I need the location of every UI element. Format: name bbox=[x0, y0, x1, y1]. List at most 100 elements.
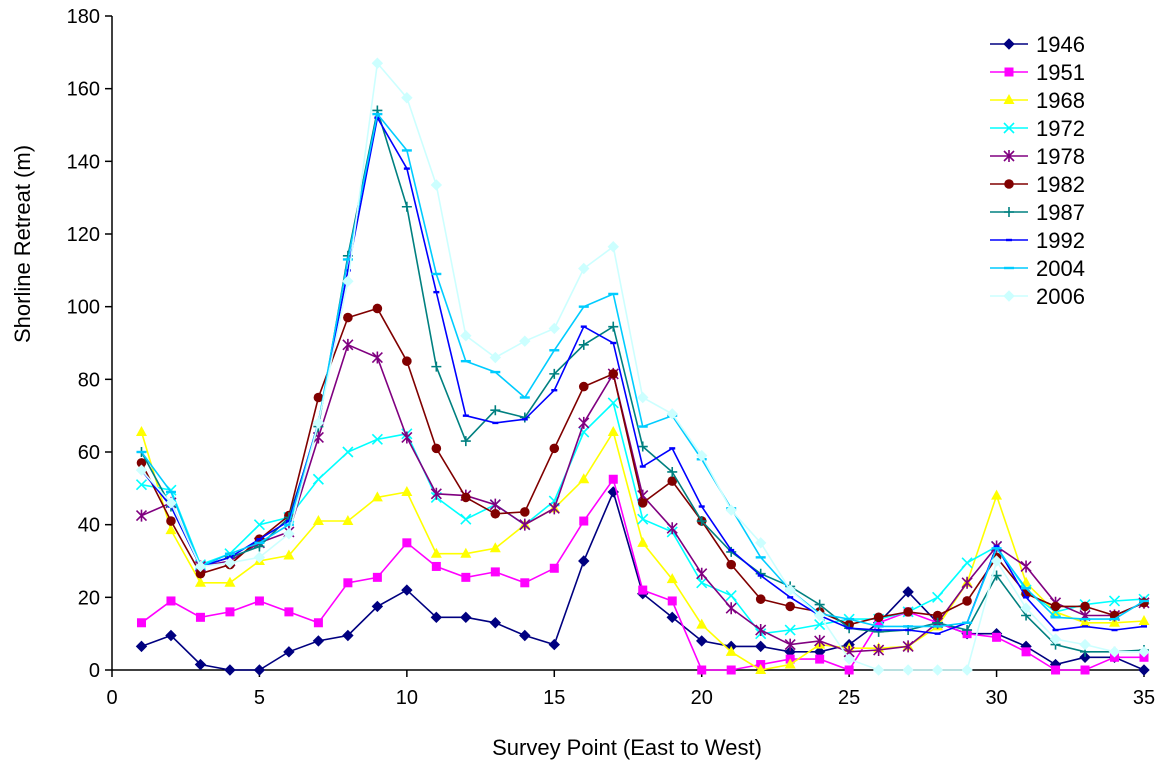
legend-item: 1982 bbox=[990, 172, 1085, 197]
data-point bbox=[637, 513, 649, 525]
data-point bbox=[519, 412, 530, 423]
data-point bbox=[342, 515, 354, 526]
data-point bbox=[1079, 616, 1091, 627]
data-point bbox=[1079, 638, 1091, 651]
data-point bbox=[1021, 647, 1031, 657]
data-point bbox=[490, 567, 500, 577]
data-point bbox=[1109, 616, 1121, 627]
data-point bbox=[224, 576, 236, 587]
y-tick-label: 20 bbox=[78, 587, 100, 609]
data-point bbox=[902, 586, 914, 598]
data-point bbox=[844, 665, 854, 675]
data-point bbox=[1020, 602, 1032, 614]
series-2006 bbox=[135, 57, 1150, 676]
data-point bbox=[902, 664, 914, 676]
data-point bbox=[548, 322, 560, 335]
data-point bbox=[1020, 560, 1032, 573]
data-point bbox=[697, 665, 707, 675]
data-point bbox=[195, 568, 206, 579]
data-point bbox=[873, 626, 884, 637]
data-point bbox=[283, 646, 295, 658]
data-point bbox=[283, 549, 295, 560]
data-point bbox=[637, 441, 648, 452]
data-point bbox=[135, 640, 148, 653]
data-point bbox=[401, 431, 413, 444]
data-point bbox=[194, 560, 207, 573]
data-point bbox=[961, 664, 973, 676]
legend-label: 2004 bbox=[1036, 256, 1085, 281]
data-point bbox=[194, 658, 207, 671]
data-point bbox=[725, 504, 737, 516]
data-point bbox=[401, 485, 413, 496]
x-tick-label: 10 bbox=[396, 687, 418, 709]
data-point bbox=[549, 563, 559, 573]
data-point bbox=[489, 351, 502, 364]
data-point bbox=[431, 561, 441, 571]
axes: 0 20 40 60 80 100 120 140 160 180 0 5 10 15 20 25 30 35 bbox=[67, 6, 1156, 709]
y-tick-label: 180 bbox=[67, 6, 100, 28]
data-point bbox=[460, 436, 471, 447]
data-point bbox=[696, 567, 708, 580]
data-point bbox=[284, 607, 294, 617]
legend-marker bbox=[1003, 122, 1015, 134]
data-point bbox=[342, 446, 354, 458]
x-tick-label: 0 bbox=[106, 687, 117, 709]
data-point bbox=[754, 537, 767, 549]
data-point bbox=[342, 629, 354, 642]
data-point bbox=[224, 664, 236, 676]
data-point bbox=[755, 568, 766, 579]
series-1968 bbox=[135, 426, 1150, 674]
y-tick-label: 80 bbox=[78, 369, 100, 391]
data-point bbox=[401, 201, 412, 212]
legend-item: 1978 bbox=[990, 144, 1085, 169]
data-point bbox=[283, 528, 295, 540]
data-point bbox=[253, 519, 265, 531]
data-point bbox=[607, 426, 619, 437]
y-tick-label: 40 bbox=[78, 515, 100, 537]
data-point bbox=[371, 600, 384, 613]
data-point bbox=[312, 635, 325, 647]
legend-label: 2006 bbox=[1036, 284, 1085, 309]
data-point bbox=[371, 433, 383, 445]
data-point bbox=[312, 515, 324, 526]
legend-item: 1951 bbox=[990, 60, 1085, 85]
data-point bbox=[225, 607, 235, 617]
data-point bbox=[1051, 665, 1061, 675]
data-point bbox=[312, 417, 325, 429]
data-point bbox=[962, 625, 973, 636]
data-point bbox=[430, 179, 443, 191]
legend-item: 1987 bbox=[990, 200, 1085, 225]
data-point bbox=[932, 610, 943, 621]
data-point bbox=[815, 654, 825, 664]
data-point bbox=[696, 516, 707, 527]
series-line-2006 bbox=[140, 61, 1144, 671]
data-point bbox=[666, 611, 678, 624]
data-point bbox=[343, 578, 353, 588]
legend-label: 1946 bbox=[1036, 32, 1085, 57]
legend-marker bbox=[1003, 150, 1015, 162]
data-point bbox=[549, 443, 560, 454]
data-point bbox=[667, 476, 678, 486]
data-point bbox=[814, 634, 826, 647]
data-point bbox=[667, 466, 678, 477]
data-point bbox=[519, 629, 531, 642]
data-point bbox=[489, 617, 502, 629]
legend-item: 2004 bbox=[990, 256, 1085, 281]
data-point bbox=[548, 638, 560, 651]
data-point bbox=[1138, 614, 1150, 625]
y-axis-title: Shorline Retreat (m) bbox=[10, 145, 35, 343]
data-point bbox=[1049, 633, 1062, 645]
y-tick-label: 120 bbox=[67, 224, 100, 246]
data-point bbox=[961, 576, 973, 589]
data-point bbox=[578, 416, 590, 429]
data-point bbox=[608, 321, 619, 332]
data-point bbox=[372, 572, 382, 582]
data-point bbox=[726, 559, 736, 570]
data-point bbox=[136, 618, 146, 628]
data-point bbox=[136, 458, 147, 468]
data-point bbox=[371, 491, 383, 502]
legend-marker bbox=[1003, 38, 1015, 50]
legend-label: 1968 bbox=[1036, 88, 1085, 113]
data-point bbox=[608, 474, 618, 484]
